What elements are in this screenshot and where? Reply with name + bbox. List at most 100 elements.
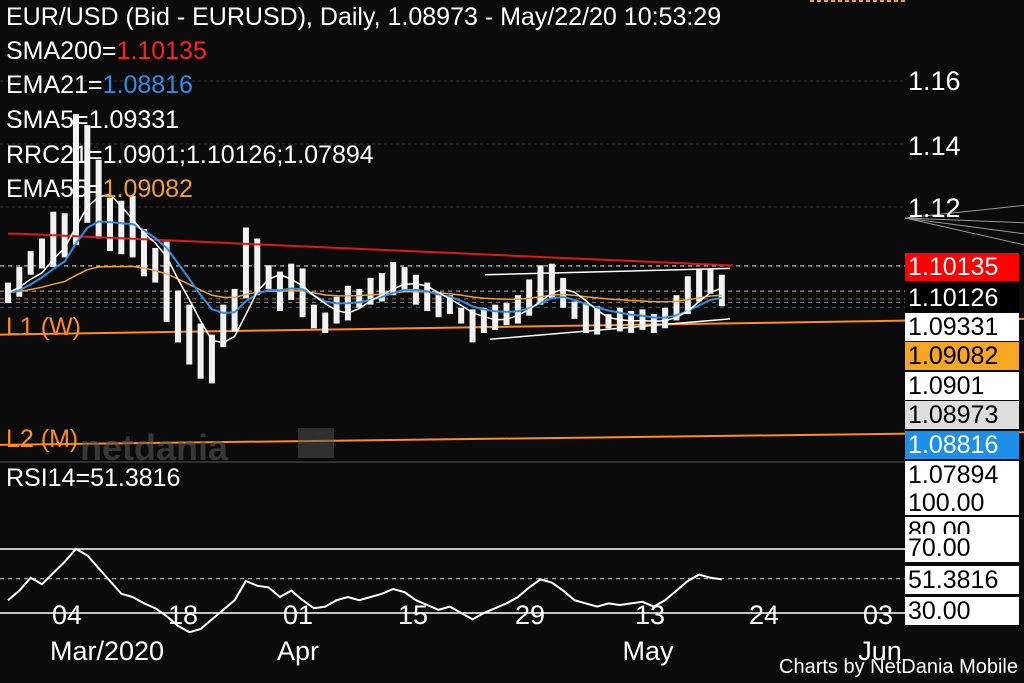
price-bar bbox=[186, 304, 193, 365]
rsi-tag: 70.00 bbox=[905, 534, 1019, 562]
price-bar bbox=[673, 295, 680, 321]
price-bar bbox=[390, 262, 397, 296]
price-bar bbox=[424, 282, 431, 311]
price-bar bbox=[503, 303, 510, 326]
x-tick-label: 18 bbox=[168, 600, 198, 630]
l1-label: L1 (W) bbox=[6, 313, 81, 341]
indicator-ema55: EMA55=1.09082 bbox=[6, 175, 193, 203]
price-bar bbox=[367, 277, 374, 305]
y-tick-label: 1.14 bbox=[908, 131, 961, 161]
channel-lower bbox=[489, 318, 731, 341]
price-bar bbox=[469, 309, 476, 343]
x-tick-label: 13 bbox=[635, 600, 665, 630]
trend-lines bbox=[0, 0, 1024, 446]
price-tag: 1.09082 bbox=[905, 342, 1019, 370]
price-bar bbox=[718, 274, 725, 307]
indicator-sma5: SMA5=1.09331 bbox=[6, 106, 180, 134]
channel-upper bbox=[484, 267, 731, 276]
x-tick-label: 24 bbox=[749, 600, 779, 630]
price-bar bbox=[50, 211, 57, 267]
moving-averages bbox=[7, 193, 734, 344]
indicator-ema21: EMA21=1.08816 bbox=[6, 71, 193, 99]
sma5-line bbox=[7, 193, 723, 344]
price-bar bbox=[435, 292, 442, 318]
price-bar bbox=[163, 241, 170, 322]
rsi-label: RSI14=51.3816 bbox=[6, 464, 181, 492]
l1-line bbox=[0, 317, 1024, 336]
price-bar bbox=[605, 314, 612, 329]
sma200-line bbox=[8, 232, 734, 267]
price-tag: 1.08973 bbox=[905, 401, 1019, 429]
price-bar bbox=[356, 288, 363, 308]
rsi-line bbox=[7, 547, 722, 634]
price-bar bbox=[310, 304, 317, 329]
fan-line bbox=[904, 204, 1024, 219]
rsi-tag: 100.00 bbox=[905, 489, 1019, 517]
price-bar bbox=[571, 301, 578, 319]
x-month-label: Mar/2020 bbox=[50, 636, 164, 666]
price-bar bbox=[254, 238, 261, 296]
price-tag: 1.10135 bbox=[905, 253, 1019, 281]
x-tick-label: 03 bbox=[863, 600, 893, 630]
watermark-text: netdania bbox=[80, 427, 229, 468]
credit-text: Charts by NetDania Mobile bbox=[779, 656, 1018, 678]
l2-line bbox=[0, 431, 1024, 446]
grid-lines bbox=[0, 80, 905, 308]
price-tag: 1.0901 bbox=[905, 372, 1019, 400]
price-bar bbox=[208, 334, 215, 384]
price-bar bbox=[118, 200, 125, 255]
watermark-logo bbox=[298, 428, 334, 458]
price-bar bbox=[299, 268, 306, 318]
fan-line bbox=[904, 217, 1024, 235]
ema21-line bbox=[7, 220, 722, 319]
price-bar bbox=[628, 310, 635, 333]
price-bar bbox=[265, 265, 272, 289]
x-tick-label: 04 bbox=[52, 600, 82, 630]
price-tag: 1.10126 bbox=[905, 284, 1019, 312]
rsi-tag: 30.00 bbox=[905, 597, 1019, 625]
price-bar bbox=[446, 295, 453, 315]
price-bar bbox=[140, 229, 147, 277]
y-tick-label: 1.12 bbox=[908, 193, 961, 223]
l2-label: L2 (M) bbox=[6, 425, 79, 453]
price-bar bbox=[514, 295, 521, 324]
indicator-rrc21: RRC21=1.0901;1.10126;1.07894 bbox=[6, 141, 374, 169]
price-bar bbox=[548, 263, 555, 299]
price-bar bbox=[492, 304, 499, 330]
rsi-panel bbox=[0, 461, 905, 634]
price-bar bbox=[458, 307, 465, 324]
price-bar bbox=[220, 304, 227, 348]
price-axis: 1.16 1.14 1.12 bbox=[908, 66, 961, 223]
x-axis: 04 18 01 15 29 13 24 03 Mar/2020 Apr May Jun bbox=[50, 600, 902, 666]
price-bar bbox=[696, 270, 703, 302]
price-bar bbox=[231, 288, 238, 332]
price-bar bbox=[129, 195, 136, 258]
price-bar bbox=[16, 266, 23, 297]
y-tick-label: 1.16 bbox=[908, 66, 961, 96]
x-month-label: Jun bbox=[858, 636, 902, 666]
x-tick-label: 15 bbox=[398, 600, 428, 630]
x-tick-label: 29 bbox=[515, 600, 545, 630]
price-bar bbox=[480, 307, 487, 333]
price-bar bbox=[684, 276, 691, 315]
x-month-label: May bbox=[622, 636, 674, 666]
price-tag: 1.09331 bbox=[905, 313, 1019, 341]
fan-line bbox=[904, 217, 1024, 224]
ema55-line bbox=[7, 265, 722, 303]
price-bar bbox=[38, 238, 45, 269]
price-bar bbox=[537, 265, 544, 305]
price-bar bbox=[322, 312, 329, 333]
rsi-tag: 51.3816 bbox=[905, 566, 1019, 594]
price-bar bbox=[152, 247, 159, 283]
price-tag: 1.08816 bbox=[905, 431, 1019, 459]
price-bar bbox=[197, 323, 204, 379]
price-bar bbox=[560, 277, 567, 308]
chart-title: EUR/USD (Bid - EURUSD), Daily, 1.08973 -… bbox=[6, 3, 722, 31]
price-bar bbox=[95, 159, 102, 239]
price-bar bbox=[242, 227, 249, 299]
price-bar bbox=[27, 251, 34, 275]
x-month-label: Apr bbox=[277, 636, 319, 666]
fan-line bbox=[904, 217, 1024, 246]
price-bar bbox=[378, 273, 385, 302]
price-bar bbox=[707, 268, 714, 294]
